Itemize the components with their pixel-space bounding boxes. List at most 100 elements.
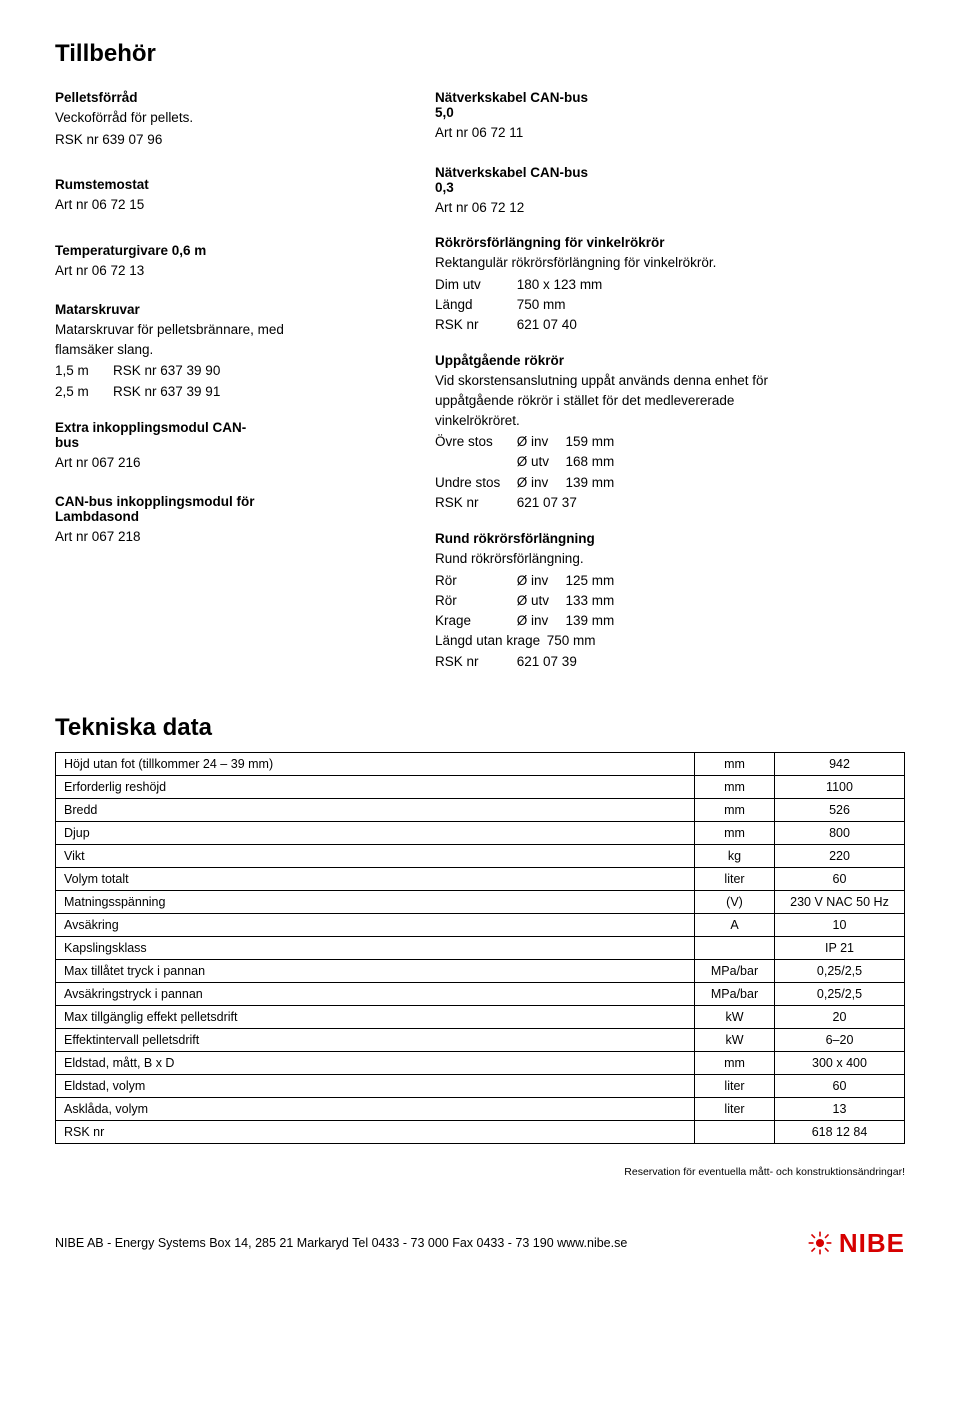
tech-unit: (V): [695, 890, 775, 913]
tech-unit: MPa/bar: [695, 982, 775, 1005]
tempgivare-art: Art nr 06 72 13: [55, 261, 345, 281]
tech-unit: mm: [695, 1051, 775, 1074]
sun-icon: [807, 1230, 833, 1256]
nk50-title: Nätverkskabel CAN-bus 5,0: [435, 90, 595, 120]
tech-value: 230 V NAC 50 Hz: [775, 890, 905, 913]
nk50-art: Art nr 06 72 11: [435, 123, 905, 143]
lambda-modul-art: Art nr 067 218: [55, 527, 345, 547]
pelletsforrad-block: Pelletsförråd Veckoförråd för pellets. R…: [55, 90, 345, 149]
rokforl-desc: Rektangulär rökrörsförlängning för vinke…: [435, 253, 905, 273]
tech-value: 13: [775, 1097, 905, 1120]
tech-unit: mm: [695, 752, 775, 775]
uppga-desc: Vid skorstensanslutning uppåt används de…: [435, 371, 795, 430]
tech-title: Tekniska data: [55, 714, 905, 742]
rund-ror-1: Rör Ø inv 125 mm: [435, 571, 905, 591]
matarskruvar-val-1: RSK nr 637 39 90: [113, 361, 220, 381]
rokforl-rsk: RSK nr 621 07 40: [435, 315, 905, 335]
tech-value: 300 x 400: [775, 1051, 905, 1074]
rokforl-title: Rökrörsförlängning för vinkelrökrör: [435, 235, 905, 250]
tech-name: Djup: [56, 821, 695, 844]
lambda-modul-title: CAN-bus inkopplingsmodul för Lambdasond: [55, 494, 275, 524]
rumstemostat-block: Rumstemostat Art nr 06 72 15: [55, 177, 345, 215]
table-row: Max tillåtet tryck i pannanMPa/bar0,25/2…: [56, 959, 905, 982]
tech-unit: kW: [695, 1028, 775, 1051]
rund-ror-sub1: Ø inv: [517, 571, 562, 591]
rokforl-rsk-label: RSK nr: [435, 315, 513, 335]
tech-unit: kg: [695, 844, 775, 867]
matarskruvar-desc: Matarskruvar för pelletsbrännare, med fl…: [55, 320, 345, 359]
rumstemostat-art: Art nr 06 72 15: [55, 195, 345, 215]
tech-value: 0,25/2,5: [775, 959, 905, 982]
tech-value: 800: [775, 821, 905, 844]
rokforl-dim: Dim utv 180 x 123 mm: [435, 275, 905, 295]
left-column: Pelletsförråd Veckoförråd för pellets. R…: [55, 90, 345, 690]
uppga-ovre-v1: 159 mm: [566, 434, 615, 449]
footer-address: NIBE AB - Energy Systems Box 14, 285 21 …: [55, 1236, 807, 1250]
pelletsforrad-title: Pelletsförråd: [55, 90, 345, 105]
tech-name: RSK nr: [56, 1120, 695, 1143]
table-row: Eldstad, mått, B x Dmm300 x 400: [56, 1051, 905, 1074]
table-row: Effektintervall pelletsdriftkW6–20: [56, 1028, 905, 1051]
tech-value: 10: [775, 913, 905, 936]
tech-name: Eldstad, volym: [56, 1074, 695, 1097]
rund-ror-label: Rör: [435, 571, 513, 591]
uppga-ovre-1: Övre stos Ø inv 159 mm: [435, 432, 905, 452]
rund-rsk: RSK nr 621 07 39: [435, 652, 905, 672]
rund-block: Rund rökrörsförlängning Rund rökrörsförl…: [435, 531, 905, 672]
page-title: Tillbehör: [55, 40, 905, 68]
nk03-block: Nätverkskabel CAN-bus 0,3 Art nr 06 72 1…: [435, 165, 905, 218]
rund-ror-2: Rör Ø utv 133 mm: [435, 591, 905, 611]
uppga-ovre-2: Ø utv 168 mm: [435, 452, 905, 472]
tech-name: Vikt: [56, 844, 695, 867]
uppga-ovre-sub1: Ø inv: [517, 432, 562, 452]
tech-value: 60: [775, 867, 905, 890]
tech-unit: mm: [695, 821, 775, 844]
table-row: Viktkg220: [56, 844, 905, 867]
extra-modul-art: Art nr 067 216: [55, 453, 345, 473]
uppga-undre-sub: Ø inv: [517, 473, 562, 493]
rokforl-dim-val: 180 x 123 mm: [517, 277, 603, 292]
table-row: Eldstad, volymliter60: [56, 1074, 905, 1097]
tech-name: Matningsspänning: [56, 890, 695, 913]
tech-name: Volym totalt: [56, 867, 695, 890]
uppga-ovre-sub2: Ø utv: [517, 452, 562, 472]
rund-krage-label: Krage: [435, 611, 513, 631]
tech-unit: mm: [695, 798, 775, 821]
tempgivare-block: Temperaturgivare 0,6 m Art nr 06 72 13: [55, 243, 345, 281]
nk50-block: Nätverkskabel CAN-bus 5,0 Art nr 06 72 1…: [435, 90, 905, 143]
tech-unit: mm: [695, 775, 775, 798]
accessories-grid: Pelletsförråd Veckoförråd för pellets. R…: [55, 90, 905, 690]
table-row: RSK nr 618 12 84: [56, 1120, 905, 1143]
footer: NIBE AB - Energy Systems Box 14, 285 21 …: [55, 1218, 905, 1259]
nk03-title: Nätverkskabel CAN-bus 0,3: [435, 165, 595, 195]
tech-unit: MPa/bar: [695, 959, 775, 982]
rund-krage-v: 139 mm: [566, 613, 615, 628]
tempgivare-title: Temperaturgivare 0,6 m: [55, 243, 345, 258]
rokforl-len: Längd 750 mm: [435, 295, 905, 315]
rund-langd-v: 750 mm: [547, 633, 596, 648]
rokforl-len-val: 750 mm: [517, 297, 566, 312]
table-row: Avsäkringstryck i pannanMPa/bar0,25/2,5: [56, 982, 905, 1005]
tech-unit: [695, 1120, 775, 1143]
nibe-logo: NIBE: [807, 1228, 905, 1259]
tech-name: Max tillåtet tryck i pannan: [56, 959, 695, 982]
rund-krage: Krage Ø inv 139 mm: [435, 611, 905, 631]
tech-value: 220: [775, 844, 905, 867]
tech-table: Höjd utan fot (tillkommer 24 – 39 mm)mm9…: [55, 752, 905, 1144]
tech-name: Asklåda, volym: [56, 1097, 695, 1120]
right-column: Nätverkskabel CAN-bus 5,0 Art nr 06 72 1…: [435, 90, 905, 690]
pelletsforrad-desc: Veckoförråd för pellets.: [55, 108, 345, 128]
rund-rsk-label: RSK nr: [435, 652, 513, 672]
pelletsforrad-art: RSK nr 639 07 96: [55, 130, 345, 150]
table-row: Erforderlig reshöjdmm1100: [56, 775, 905, 798]
tech-name: Effektintervall pelletsdrift: [56, 1028, 695, 1051]
table-row: Matningsspänning(V)230 V NAC 50 Hz: [56, 890, 905, 913]
uppga-ovre-v2: 168 mm: [566, 454, 615, 469]
matarskruvar-val-2: RSK nr 637 39 91: [113, 382, 220, 402]
tech-value: 618 12 84: [775, 1120, 905, 1143]
rund-krage-sub: Ø inv: [517, 611, 562, 631]
tech-unit: kW: [695, 1005, 775, 1028]
tech-unit: liter: [695, 1097, 775, 1120]
uppga-rsk-label: RSK nr: [435, 493, 513, 513]
tech-value: 942: [775, 752, 905, 775]
